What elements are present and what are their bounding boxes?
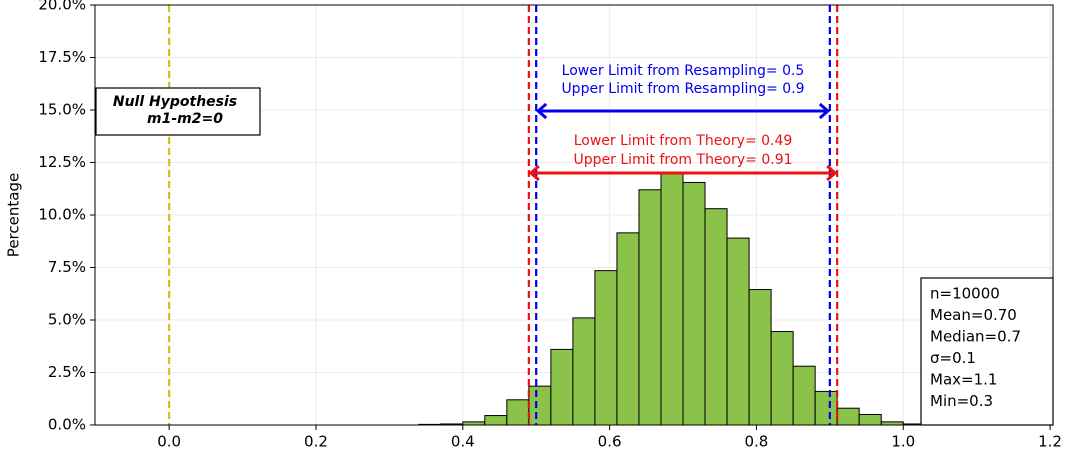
annotation: Upper Limit from Resampling= 0.9: [561, 81, 804, 97]
y-tick-label: 2.5%: [48, 363, 86, 381]
bar: [836, 407, 860, 426]
bar: [858, 414, 882, 426]
bar: [616, 232, 640, 426]
stats-box: [920, 277, 1054, 426]
annotation: Upper Limit from Theory= 0.91: [573, 152, 792, 168]
bar: [638, 189, 662, 426]
stats-text: Mean=0.70: [930, 306, 1017, 324]
x-tick-label: 1.2: [1038, 433, 1062, 451]
bar: [770, 331, 794, 426]
bar: [660, 172, 684, 426]
bar: [550, 348, 574, 426]
stats-text: σ=0.1: [930, 349, 976, 367]
bar: [594, 270, 618, 426]
bar: [704, 208, 728, 426]
y-tick-label: 20.0%: [38, 0, 86, 14]
x-tick-label: 1.0: [891, 433, 915, 451]
annotation: Null Hypothesis: [113, 94, 237, 110]
stats-text: Max=1.1: [930, 371, 997, 389]
x-tick-label: 0.0: [157, 433, 181, 451]
y-tick-label: 5.0%: [48, 311, 86, 329]
bar: [528, 385, 552, 426]
stats-text: Min=0.3: [930, 392, 993, 410]
bar: [748, 289, 772, 426]
bar: [572, 317, 596, 426]
x-tick-label: 0.6: [598, 433, 622, 451]
x-tick-label: 0.8: [744, 433, 768, 451]
y-tick-label: 10.0%: [38, 206, 86, 224]
y-tick-label: 15.0%: [38, 101, 86, 119]
annotation-box: [95, 87, 261, 136]
bar: [682, 181, 706, 426]
y-tick-label: 12.5%: [38, 153, 86, 171]
bar: [484, 415, 508, 426]
plot-frame: [94, 4, 1054, 426]
annotation: Lower Limit from Theory= 0.49: [574, 133, 793, 149]
bar: [726, 237, 750, 426]
x-tick-label: 0.2: [304, 433, 328, 451]
y-tick-label: 17.5%: [38, 48, 86, 66]
bar: [792, 365, 816, 426]
arrow-head: [535, 102, 548, 120]
stats-text: Median=0.7: [930, 328, 1021, 346]
y-tick-label: 7.5%: [48, 258, 86, 276]
annotation: m1-m2=0: [147, 111, 223, 127]
x-tick-label: 0.4: [451, 433, 475, 451]
bar: [814, 390, 838, 426]
arrow-head: [818, 102, 831, 120]
y-axis-label: Percentage: [5, 173, 23, 257]
arrow-head: [528, 164, 540, 182]
bar: [506, 399, 530, 426]
arrow-head: [826, 164, 838, 182]
stats-text: n=10000: [930, 285, 1000, 303]
y-tick-label: 0.0%: [48, 416, 86, 434]
annotation: Lower Limit from Resampling= 0.5: [562, 63, 805, 79]
